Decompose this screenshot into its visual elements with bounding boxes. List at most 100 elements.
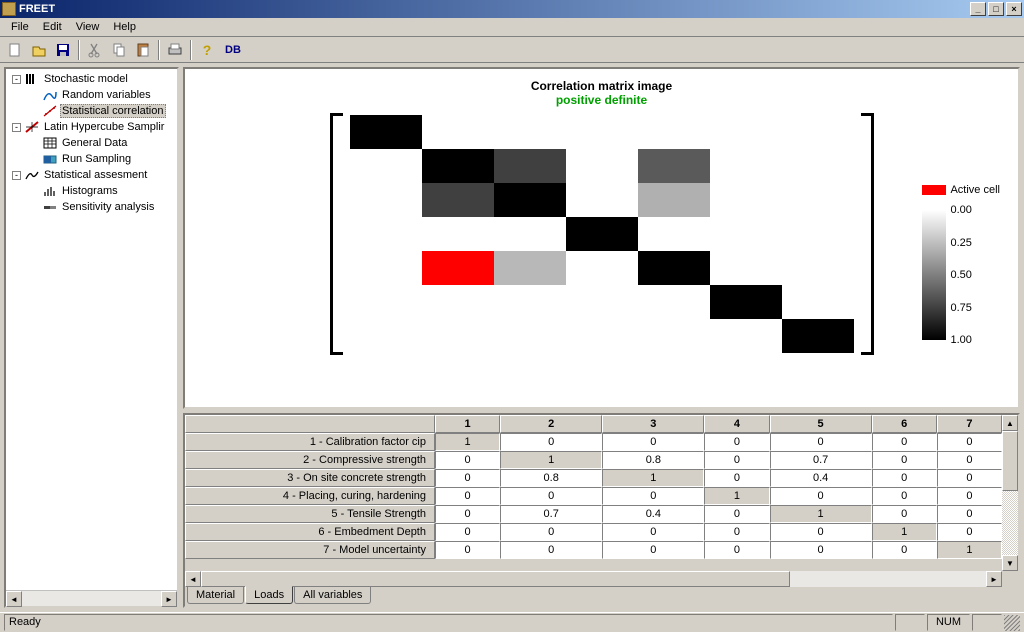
db-button[interactable]: DB bbox=[220, 39, 246, 61]
new-button[interactable] bbox=[4, 39, 26, 61]
tree-hscrollbar[interactable]: ◄ ► bbox=[6, 590, 177, 606]
scroll-left-button[interactable]: ◄ bbox=[185, 571, 201, 587]
matrix-cell[interactable] bbox=[350, 319, 422, 353]
row-header[interactable]: 5 - Tensile Strength bbox=[185, 505, 435, 523]
tree-label[interactable]: Histograms bbox=[60, 184, 120, 198]
table-cell[interactable]: 0 bbox=[937, 469, 1002, 487]
table-cell[interactable]: 0 bbox=[435, 523, 500, 541]
table-cell[interactable]: 0 bbox=[704, 451, 769, 469]
grid-vscrollbar[interactable]: ▲ ▼ bbox=[1002, 415, 1018, 571]
menu-edit[interactable]: Edit bbox=[36, 19, 69, 35]
matrix-cell[interactable] bbox=[494, 149, 566, 183]
table-cell[interactable]: 1 bbox=[937, 541, 1002, 559]
matrix-cell[interactable] bbox=[494, 319, 566, 353]
grid-tab[interactable]: All variables bbox=[294, 587, 371, 604]
table-cell[interactable]: 0 bbox=[770, 523, 872, 541]
table-cell[interactable]: 0.4 bbox=[602, 505, 704, 523]
table-cell[interactable]: 0 bbox=[500, 433, 602, 451]
correlation-table[interactable]: 12345671 - Calibration factor cip1000000… bbox=[185, 415, 1002, 559]
table-cell[interactable]: 0 bbox=[770, 433, 872, 451]
table-cell[interactable]: 0 bbox=[435, 469, 500, 487]
table-cell[interactable]: 0 bbox=[937, 505, 1002, 523]
print-button[interactable] bbox=[164, 39, 186, 61]
scroll-track[interactable] bbox=[201, 571, 986, 587]
tree-label[interactable]: General Data bbox=[60, 136, 129, 150]
menu-help[interactable]: Help bbox=[106, 19, 143, 35]
matrix-cell[interactable] bbox=[710, 115, 782, 149]
table-cell[interactable]: 0 bbox=[435, 541, 500, 559]
tree-label[interactable]: Statistical assesment bbox=[42, 168, 149, 182]
table-cell[interactable]: 1 bbox=[435, 433, 500, 451]
tree-node[interactable]: -Stochastic model bbox=[8, 71, 175, 87]
matrix-cell[interactable] bbox=[710, 183, 782, 217]
correlation-matrix[interactable] bbox=[342, 113, 862, 355]
matrix-cell[interactable] bbox=[494, 285, 566, 319]
table-cell[interactable]: 0 bbox=[602, 433, 704, 451]
tree-toggle[interactable]: - bbox=[12, 123, 21, 132]
table-cell[interactable]: 0 bbox=[500, 523, 602, 541]
tree-label[interactable]: Run Sampling bbox=[60, 152, 133, 166]
table-cell[interactable]: 0 bbox=[602, 523, 704, 541]
table-cell[interactable]: 0 bbox=[937, 433, 1002, 451]
matrix-cell[interactable] bbox=[782, 319, 854, 353]
matrix-cell[interactable] bbox=[566, 115, 638, 149]
matrix-cell[interactable] bbox=[710, 217, 782, 251]
matrix-cell[interactable] bbox=[638, 115, 710, 149]
grid-tab[interactable]: Loads bbox=[245, 586, 293, 604]
copy-button[interactable] bbox=[108, 39, 130, 61]
matrix-cell[interactable] bbox=[494, 115, 566, 149]
tree-node[interactable]: Run Sampling bbox=[8, 151, 175, 167]
help-button[interactable]: ? bbox=[196, 39, 218, 61]
row-header[interactable]: 3 - On site concrete strength bbox=[185, 469, 435, 487]
matrix-cell[interactable] bbox=[350, 115, 422, 149]
row-header[interactable]: 1 - Calibration factor cip bbox=[185, 433, 435, 451]
col-header[interactable]: 1 bbox=[435, 415, 500, 433]
table-cell[interactable]: 0 bbox=[435, 451, 500, 469]
col-header[interactable]: 4 bbox=[704, 415, 769, 433]
table-cell[interactable]: 0 bbox=[704, 505, 769, 523]
table-cell[interactable]: 0 bbox=[500, 541, 602, 559]
table-cell[interactable]: 0 bbox=[872, 451, 937, 469]
table-cell[interactable]: 0.7 bbox=[770, 451, 872, 469]
table-cell[interactable]: 0 bbox=[872, 505, 937, 523]
col-header[interactable]: 7 bbox=[937, 415, 1002, 433]
tree-node[interactable]: Random variables bbox=[8, 87, 175, 103]
matrix-cell[interactable] bbox=[638, 183, 710, 217]
tree-node[interactable]: - Statistical assesment bbox=[8, 167, 175, 183]
maximize-button[interactable]: □ bbox=[988, 2, 1004, 16]
matrix-cell[interactable] bbox=[782, 149, 854, 183]
scroll-up-button[interactable]: ▲ bbox=[1002, 415, 1018, 431]
tree-node[interactable]: General Data bbox=[8, 135, 175, 151]
table-cell[interactable]: 0.7 bbox=[500, 505, 602, 523]
table-cell[interactable]: 0 bbox=[937, 523, 1002, 541]
scroll-right-button[interactable]: ► bbox=[161, 591, 177, 607]
matrix-cell[interactable] bbox=[494, 183, 566, 217]
table-cell[interactable]: 0.4 bbox=[770, 469, 872, 487]
tree-node[interactable]: Sensitivity analysis bbox=[8, 199, 175, 215]
table-cell[interactable]: 1 bbox=[770, 505, 872, 523]
matrix-cell[interactable] bbox=[422, 285, 494, 319]
row-header[interactable]: 6 - Embedment Depth bbox=[185, 523, 435, 541]
matrix-cell[interactable] bbox=[494, 251, 566, 285]
matrix-cell[interactable] bbox=[350, 285, 422, 319]
row-header[interactable]: 7 - Model uncertainty bbox=[185, 541, 435, 559]
table-cell[interactable]: 0 bbox=[704, 469, 769, 487]
table-cell[interactable]: 0 bbox=[704, 433, 769, 451]
cut-button[interactable] bbox=[84, 39, 106, 61]
tree-node[interactable]: -Latin Hypercube Samplir bbox=[8, 119, 175, 135]
open-button[interactable] bbox=[28, 39, 50, 61]
tree-node[interactable]: Histograms bbox=[8, 183, 175, 199]
paste-button[interactable] bbox=[132, 39, 154, 61]
table-cell[interactable]: 0 bbox=[770, 487, 872, 505]
matrix-cell[interactable] bbox=[350, 183, 422, 217]
tree-toggle[interactable]: - bbox=[12, 171, 21, 180]
matrix-cell[interactable] bbox=[422, 251, 494, 285]
matrix-cell[interactable] bbox=[350, 149, 422, 183]
row-header[interactable]: 2 - Compressive strength bbox=[185, 451, 435, 469]
matrix-cell[interactable] bbox=[782, 251, 854, 285]
table-cell[interactable]: 0.8 bbox=[602, 451, 704, 469]
table-cell[interactable]: 0 bbox=[937, 487, 1002, 505]
table-cell[interactable]: 0 bbox=[872, 433, 937, 451]
matrix-cell[interactable] bbox=[782, 285, 854, 319]
scroll-track[interactable] bbox=[22, 591, 161, 606]
